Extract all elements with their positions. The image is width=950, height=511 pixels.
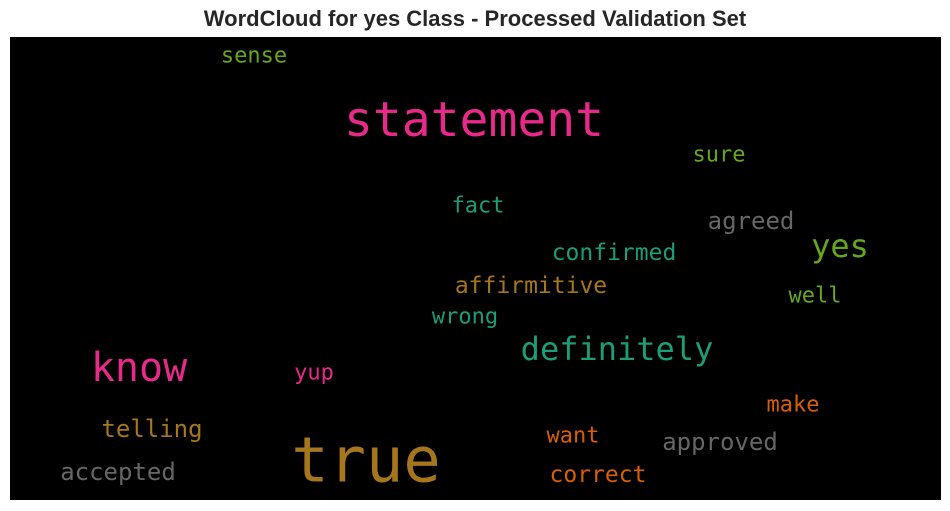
word-make: make <box>767 393 820 418</box>
word-approved: approved <box>662 428 778 456</box>
word-statement: statement <box>344 92 604 148</box>
word-know: know <box>91 345 188 391</box>
word-confirmed: confirmed <box>552 240 677 266</box>
word-sure: sure <box>693 143 746 168</box>
word-wrong: wrong <box>432 305 498 330</box>
word-sense: sense <box>221 44 287 69</box>
word-want: want <box>547 424 600 449</box>
word-telling: telling <box>101 415 202 443</box>
word-accepted: accepted <box>60 458 176 486</box>
wordcloud-canvas: sense statement sure fact agreed confirmed yes… <box>60 44 869 497</box>
chart-title: WordCloud for yes Class - Processed Vali… <box>203 6 747 31</box>
word-fact: fact <box>452 194 505 219</box>
word-yup: yup <box>294 361 334 386</box>
word-correct: correct <box>550 462 647 488</box>
word-agreed: agreed <box>708 207 795 235</box>
word-yes: yes <box>811 227 869 265</box>
word-affirmitive: affirmitive <box>455 273 607 299</box>
word-true: true <box>291 424 440 497</box>
word-well: well <box>789 284 842 309</box>
word-definitely: definitely <box>521 330 714 368</box>
wordcloud-panel: sense statement sure fact agreed confirmed yes… <box>10 37 941 500</box>
